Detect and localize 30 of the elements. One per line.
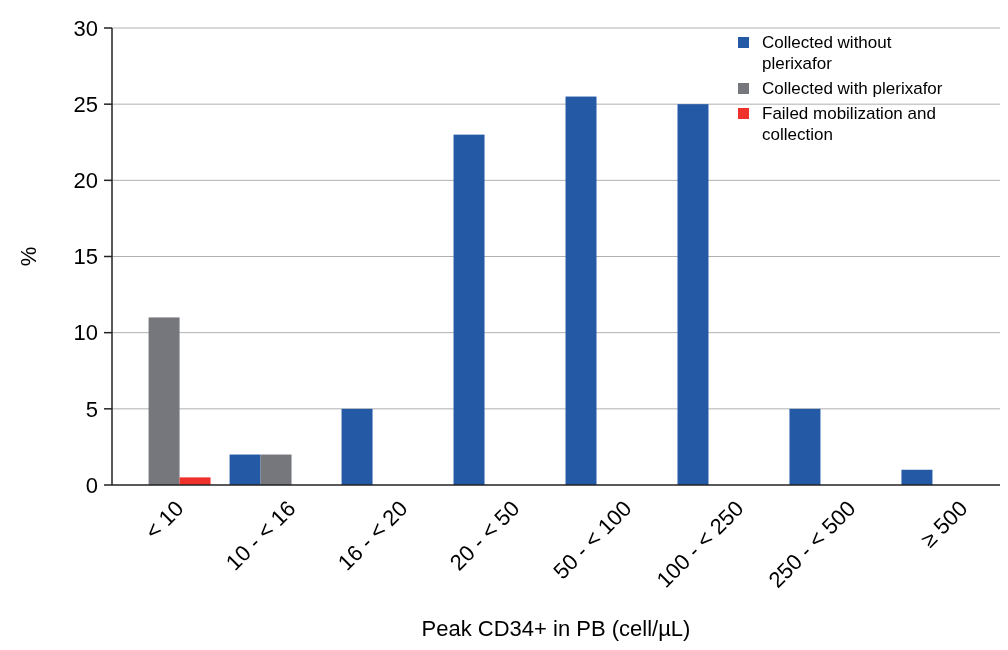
x-tick-label: 10 - < 16 <box>220 495 301 576</box>
bar <box>789 408 821 485</box>
x-tick-label: 16 - < 20 <box>332 495 413 576</box>
bar <box>453 134 485 485</box>
bar <box>341 408 373 485</box>
bar <box>565 96 597 485</box>
y-tick-label: 5 <box>85 396 98 422</box>
x-tick-label: 250 - < 500 <box>763 495 861 593</box>
x-tick-label: 100 - < 250 <box>651 495 749 593</box>
y-axis-title: % <box>16 246 41 267</box>
x-tick-label: ≥ 500 <box>915 495 973 553</box>
y-tick-label: 10 <box>73 320 98 346</box>
x-tick-label: 50 - < 100 <box>548 495 637 584</box>
legend-label: Collected with plerixafor <box>762 79 943 99</box>
y-tick-label: 25 <box>73 91 98 117</box>
y-tick-label: 0 <box>85 472 98 498</box>
bar <box>148 317 180 485</box>
bar <box>260 454 292 485</box>
bar <box>229 454 261 485</box>
legend-label: Collected without plerixafor <box>762 33 892 74</box>
y-tick-label: 30 <box>73 15 98 41</box>
x-axis-title: Peak CD34+ in PB (cell/µL) <box>421 616 691 641</box>
bar <box>677 104 709 485</box>
bar <box>901 469 933 485</box>
y-tick-label: 15 <box>73 244 98 270</box>
legend-label: Failed mobilization and collection <box>762 104 936 145</box>
x-tick-label: < 10 <box>140 495 189 545</box>
x-tick-label: 20 - < 50 <box>444 495 525 576</box>
y-tick-label: 20 <box>73 168 98 194</box>
bar <box>179 477 211 485</box>
